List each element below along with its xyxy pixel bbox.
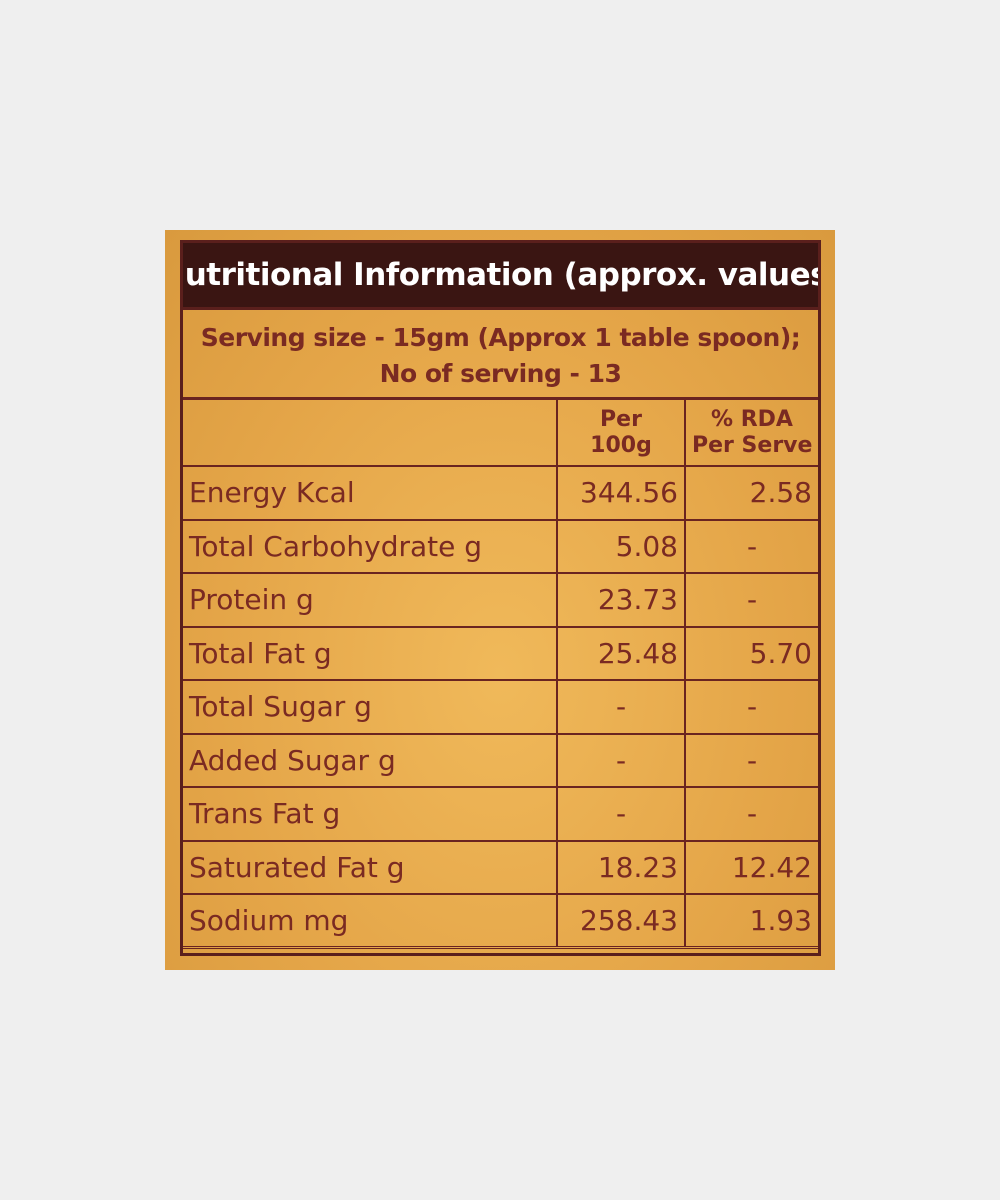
header-per-100g-line2: 100g xyxy=(590,432,652,458)
nutrition-table-frame: Nutritional Information (approx. values)… xyxy=(180,240,821,956)
rda-per-serve-cell: - xyxy=(684,679,818,735)
serving-size-text: Serving size - 15gm (Approx 1 table spoo… xyxy=(200,323,801,352)
table-row: Sodium mg 258.43 1.93 xyxy=(183,893,818,949)
per-100g-cell: 5.08 xyxy=(556,518,686,574)
rda-per-serve-cell: 2.58 xyxy=(684,465,818,521)
table-row: Total Fat g 25.48 5.70 xyxy=(183,625,818,681)
table-row: Energy Kcal 344.56 2.58 xyxy=(183,465,818,521)
header-rda-line2: Per Serve xyxy=(692,432,813,458)
table-header-row: Per 100g % RDA Per Serve xyxy=(183,400,818,467)
nutrient-name-cell: Saturated Fat g xyxy=(183,839,558,895)
table-row: Protein g 23.73- xyxy=(183,572,818,628)
nutrient-name-cell: Sodium mg xyxy=(183,893,558,949)
nutrient-name-cell: Total Carbohydrate g xyxy=(183,518,558,574)
label-title: Nutritional Information (approx. values) xyxy=(183,243,818,310)
per-100g-cell: 258.43 xyxy=(556,893,686,949)
header-per-100g: Per 100g xyxy=(556,400,686,467)
rda-per-serve-cell: 5.70 xyxy=(684,625,818,681)
table-row: Total Sugar g-- xyxy=(183,679,818,735)
rda-per-serve-cell: 1.93 xyxy=(684,893,818,949)
table-row: Total Carbohydrate g 5.08- xyxy=(183,518,818,574)
per-100g-cell: 23.73 xyxy=(556,572,686,628)
nutrition-label: Nutritional Information (approx. values)… xyxy=(165,230,835,970)
per-100g-cell: - xyxy=(556,679,686,735)
table-row: Trans Fat g-- xyxy=(183,786,818,842)
header-rda-per-serve: % RDA Per Serve xyxy=(684,400,818,467)
nutrient-name-cell: Added Sugar g xyxy=(183,732,558,788)
rda-per-serve-cell: - xyxy=(684,518,818,574)
per-100g-cell: - xyxy=(556,786,686,842)
nutrition-table: Per 100g % RDA Per Serve Energy Kcal 344.… xyxy=(183,400,818,949)
nutrient-name-cell: Energy Kcal xyxy=(183,465,558,521)
table-row: Added Sugar g-- xyxy=(183,732,818,788)
nutrient-name-cell: Trans Fat g xyxy=(183,786,558,842)
nutrient-name-cell: Total Fat g xyxy=(183,625,558,681)
serving-info: Serving size - 15gm (Approx 1 table spoo… xyxy=(183,310,818,400)
per-100g-cell: 25.48 xyxy=(556,625,686,681)
header-per-100g-line1: Per xyxy=(600,406,642,432)
header-nutrient xyxy=(183,400,558,467)
per-100g-cell: - xyxy=(556,732,686,788)
nutrient-name-cell: Total Sugar g xyxy=(183,679,558,735)
serving-count-text: No of serving - 13 xyxy=(379,359,622,388)
rda-per-serve-cell: 12.42 xyxy=(684,839,818,895)
rda-per-serve-cell: - xyxy=(684,786,818,842)
rda-per-serve-cell: - xyxy=(684,732,818,788)
rda-per-serve-cell: - xyxy=(684,572,818,628)
table-row: Saturated Fat g 18.23 12.42 xyxy=(183,839,818,895)
per-100g-cell: 18.23 xyxy=(556,839,686,895)
per-100g-cell: 344.56 xyxy=(556,465,686,521)
nutrient-name-cell: Protein g xyxy=(183,572,558,628)
header-rda-line1: % RDA xyxy=(711,406,793,432)
